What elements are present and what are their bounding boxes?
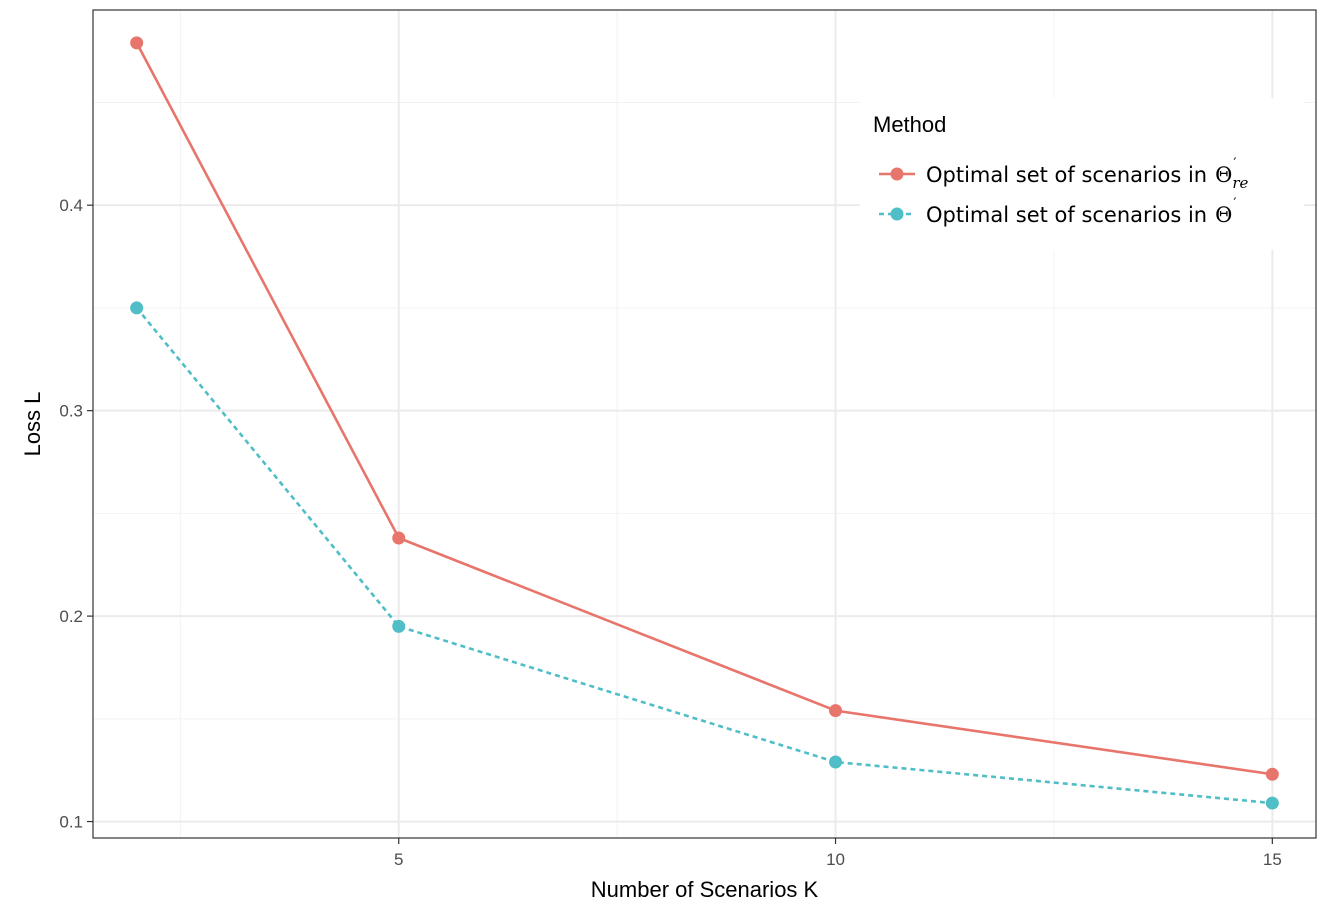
y-tick-label: 0.4 <box>59 196 83 215</box>
legend-key-point-1 <box>890 167 904 181</box>
legend-label-1: Optimal set of scenarios in <box>926 163 1207 187</box>
series-1-point <box>1265 767 1279 781</box>
series-2-point <box>829 755 843 769</box>
legend-theta-symbol-2: Θ <box>1215 203 1232 227</box>
legend-theta-symbol-1: Θ <box>1215 163 1232 187</box>
y-axis-title: Loss L <box>20 392 45 457</box>
series-line-2 <box>135 307 1273 805</box>
legend-prime-2: ′ <box>1233 196 1236 212</box>
series-1-point <box>130 36 144 50</box>
x-tick-label: 10 <box>826 850 845 869</box>
legend-subscript-1: re <box>1232 174 1248 192</box>
series-layer <box>130 36 1279 810</box>
series-2-point <box>130 301 144 315</box>
legend-background <box>860 98 1304 250</box>
series-2-point <box>1265 796 1279 810</box>
y-tick-label: 0.2 <box>59 607 83 626</box>
legend-prime-1: ′ <box>1233 156 1236 172</box>
panel-border <box>92 9 1317 839</box>
x-tick-label: 15 <box>1263 850 1282 869</box>
x-axis-title: Number of Scenarios K <box>591 877 819 902</box>
series-1-point <box>829 704 843 718</box>
legend: Method Optimal set of scenarios in Θ ′reOp… <box>860 98 1304 250</box>
series-2-point <box>392 619 406 633</box>
axis-ticks: 5 10 15 0.1 0.2 0.3 0.4 <box>59 196 1281 869</box>
legend-key-point-2 <box>890 207 904 221</box>
legend-label-2: Optimal set of scenarios in <box>926 203 1207 227</box>
series-1-point <box>392 531 406 545</box>
y-tick-label: 0.1 <box>59 813 83 832</box>
x-tick-label: 5 <box>394 850 403 869</box>
legend-title: Method <box>873 112 946 137</box>
series-line-1 <box>135 42 1273 776</box>
y-tick-label: 0.3 <box>59 402 83 421</box>
